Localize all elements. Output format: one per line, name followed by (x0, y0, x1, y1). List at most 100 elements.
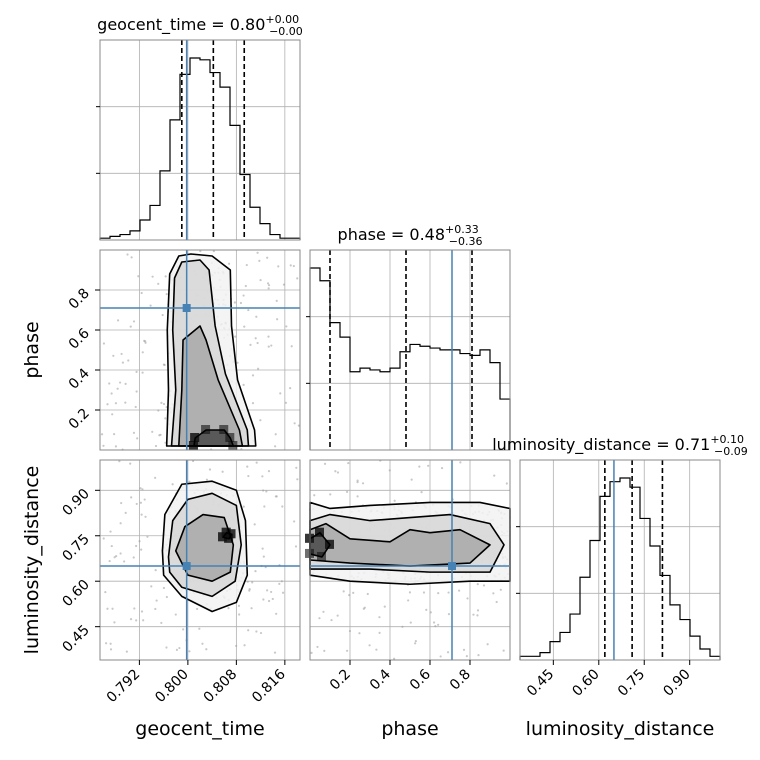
sample-point (113, 556, 116, 559)
sample-point (135, 390, 138, 393)
sample-point (330, 618, 333, 622)
sample-point (254, 569, 257, 573)
sample-point (345, 649, 349, 652)
sample-point (297, 424, 300, 427)
sample-point (447, 591, 450, 594)
y-tick-label: 0.4 (66, 365, 93, 392)
injection-marker (448, 562, 456, 571)
sample-point (160, 401, 163, 404)
sample-point (383, 605, 386, 608)
sample-point (198, 627, 201, 630)
sample-point (278, 582, 281, 585)
sample-point (495, 600, 498, 604)
sample-point (164, 417, 167, 420)
sample-point (375, 648, 378, 651)
sample-point (227, 607, 230, 610)
sample-point (124, 401, 127, 404)
sample-point (505, 482, 508, 485)
sample-point (102, 444, 105, 447)
sample-point (205, 648, 208, 651)
sample-point (114, 445, 118, 448)
contour-line (222, 531, 233, 540)
y-tick-label: 0.45 (59, 622, 92, 655)
sample-point (175, 648, 179, 651)
sample-point (336, 614, 339, 617)
sample-point (258, 259, 261, 262)
sample-point (140, 513, 143, 516)
sample-point (212, 250, 215, 253)
sample-point (120, 352, 123, 356)
sample-point (368, 644, 371, 647)
sample-point (422, 591, 426, 594)
sample-point (144, 341, 147, 344)
sample-point (253, 523, 256, 526)
sample-point (408, 591, 412, 594)
sample-point (262, 598, 265, 601)
sample-point (263, 505, 266, 508)
sample-point (125, 650, 128, 653)
sample-point (347, 461, 350, 465)
sample-point (140, 548, 143, 551)
x-tick-label: 0.816 (249, 666, 289, 706)
sample-point (110, 392, 113, 395)
sample-point (163, 363, 166, 367)
sample-point (334, 470, 337, 473)
sample-point (275, 495, 278, 498)
joint-panel-phase-luminosity_distance (305, 459, 511, 661)
contour-line (177, 325, 244, 447)
sample-point (294, 545, 298, 548)
sample-point (476, 614, 479, 617)
sample-point (116, 387, 119, 390)
sample-point (256, 367, 260, 370)
sample-point (130, 256, 133, 259)
sample-point (242, 294, 245, 297)
sample-point (247, 308, 250, 312)
x-tick-label: 0.45 (524, 666, 557, 699)
y-tick-label: 0.6 (66, 325, 93, 352)
density-fill (310, 523, 490, 567)
contour-line (170, 259, 250, 447)
sample-point (446, 651, 450, 654)
sample-point (358, 632, 361, 635)
injection-marker (182, 304, 191, 312)
sample-point (135, 502, 138, 506)
sample-point (118, 460, 121, 463)
sample-point (267, 469, 271, 473)
panel-title: luminosity_distance = 0.71+0.10 −0.09 (492, 433, 748, 458)
sample-point (336, 471, 340, 474)
sample-point (271, 597, 274, 601)
sample-point (318, 617, 321, 620)
sample-point (118, 381, 122, 384)
sample-point (129, 462, 132, 465)
sample-point (493, 474, 496, 477)
sample-point (165, 646, 168, 649)
axes-frame (99, 459, 301, 661)
sample-point (282, 283, 286, 286)
sample-point (237, 604, 241, 607)
x-tick-label: 0.60 (569, 666, 602, 699)
sample-point (140, 291, 143, 295)
sample-point (348, 594, 351, 597)
x-axis-label: geocent_time (135, 718, 264, 740)
sample-point (323, 649, 326, 652)
axes-frame (309, 459, 511, 661)
y-tick-label: 0.75 (59, 531, 92, 564)
sample-point (157, 282, 160, 285)
x-tick-label: 0.2 (327, 666, 354, 693)
sample-point (195, 607, 199, 611)
sample-point (126, 253, 129, 256)
sample-point (458, 589, 461, 592)
contour-line (167, 492, 243, 598)
sample-point (139, 487, 142, 490)
sample-point (149, 304, 152, 307)
sample-point (124, 511, 127, 515)
sample-point (476, 583, 479, 586)
sample-point (246, 580, 249, 583)
sample-point (106, 403, 109, 406)
sample-point (447, 613, 451, 616)
contour-line (161, 480, 249, 613)
sample-point (251, 374, 255, 377)
sample-point (345, 490, 349, 493)
sample-point (108, 559, 111, 563)
